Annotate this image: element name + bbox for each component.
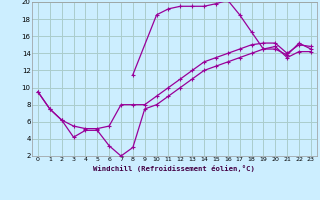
X-axis label: Windchill (Refroidissement éolien,°C): Windchill (Refroidissement éolien,°C) [93,165,255,172]
